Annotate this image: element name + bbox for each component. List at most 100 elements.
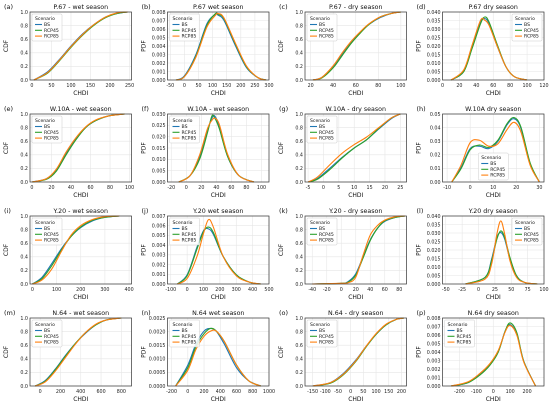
x-axis-label: CHDI bbox=[486, 192, 501, 199]
x-tick-label: 500 bbox=[264, 287, 273, 293]
legend-entry-bs: BS bbox=[182, 124, 188, 130]
y-tick-label: 0.0 bbox=[20, 282, 28, 288]
x-tick-label: -40 bbox=[308, 287, 316, 293]
subplot-g: 0.0 0.2 0.4 0.6 0.8 1.0 -5 0 5 10 15 20 25 CHDI CDF (g)… bbox=[278, 105, 407, 199]
y-tick-label: 0.007 bbox=[427, 324, 441, 330]
y-tick-label: 0.2 bbox=[20, 268, 28, 274]
x-tick-label: -20 bbox=[167, 185, 175, 191]
y-tick-label: 0.8 bbox=[20, 227, 28, 233]
legend-entry-bs: BS bbox=[524, 226, 530, 232]
legend-entry-bs: BS bbox=[44, 328, 50, 334]
y-tick-label: 0.040 bbox=[427, 214, 441, 220]
panel-label: (i) bbox=[4, 207, 11, 215]
x-tick-label: 200 bbox=[105, 83, 114, 89]
y-tick-label: 0.0 bbox=[295, 384, 303, 390]
legend-title: Scenario bbox=[173, 118, 193, 124]
y-tick-label: 0.4 bbox=[295, 153, 303, 159]
subplot-title: Y.20 wet season bbox=[192, 208, 243, 215]
y-tick-label: 0.0020 bbox=[149, 329, 166, 335]
y-tick-label: 0.4 bbox=[295, 51, 303, 57]
y-tick-label: 0.015 bbox=[427, 256, 441, 262]
y-tick-label: 1.0 bbox=[295, 112, 303, 118]
legend-entry-bs: BS bbox=[182, 328, 188, 334]
subplot-k: 0.0 0.2 0.4 0.6 0.8 1.0 -40 -20 0 20 40 60 80 CHDI CDF… bbox=[278, 207, 407, 301]
y-tick-label: 0.0 bbox=[295, 282, 303, 288]
legend-entry-rcp45: RCP45 bbox=[44, 130, 59, 136]
legend-entry-rcp85: RCP85 bbox=[182, 238, 197, 244]
y-tick-label: 0.2 bbox=[295, 166, 303, 172]
y-tick-label: 1.0 bbox=[20, 10, 28, 16]
x-axis-label: CHDI bbox=[211, 396, 226, 403]
y-tick-label: 0.6 bbox=[295, 241, 303, 247]
x-tick-label: -50 bbox=[166, 83, 174, 89]
legend-box bbox=[169, 319, 200, 348]
subplot-m: 0.0 0.2 0.4 0.6 0.8 1.0 0 200 400 600 800 CHDI CDF (m… bbox=[3, 309, 132, 403]
y-tick-label: 0.2 bbox=[295, 268, 303, 274]
y-tick-label: 0.0 bbox=[20, 78, 28, 84]
series-line-rcp85 bbox=[312, 215, 406, 285]
y-tick-label: 0.0 bbox=[295, 180, 303, 186]
subplot-title: N.64 dry season bbox=[468, 310, 519, 317]
y-tick-label: 0.001 bbox=[152, 272, 166, 278]
y-tick-label: 0.006 bbox=[427, 333, 441, 339]
y-tick-label: 0.005 bbox=[427, 341, 441, 347]
y-tick-label: 0.003 bbox=[152, 253, 166, 259]
y-tick-label: 0.030 bbox=[427, 231, 441, 237]
panel-label: (m) bbox=[4, 309, 15, 317]
legend-box bbox=[169, 217, 200, 246]
panel-label: (a) bbox=[4, 3, 13, 11]
y-tick-label: 0.000 bbox=[152, 282, 166, 288]
y-tick-label: 0.035 bbox=[427, 222, 441, 228]
x-tick-label: 80 bbox=[107, 185, 113, 191]
series-line-rcp45 bbox=[451, 116, 540, 183]
panel-label: (g) bbox=[279, 105, 288, 113]
x-tick-label: 5 bbox=[337, 185, 340, 191]
y-axis-label: PDF bbox=[141, 40, 148, 52]
x-tick-label: 50 bbox=[360, 389, 366, 395]
legend-box bbox=[511, 217, 543, 246]
x-tick-label: 20 bbox=[382, 185, 388, 191]
y-tick-label: 0.6 bbox=[295, 343, 303, 349]
legend-entry-rcp45: RCP45 bbox=[182, 232, 197, 238]
y-tick-label: 0.010 bbox=[427, 265, 441, 271]
y-tick-label: 0.004 bbox=[152, 243, 166, 249]
x-tick-label: 250 bbox=[125, 83, 134, 89]
legend-box bbox=[306, 319, 338, 348]
y-tick-label: 0.001 bbox=[427, 375, 441, 381]
y-tick-label: 0.035 bbox=[427, 18, 441, 24]
legend-title: Scenario bbox=[310, 220, 330, 226]
x-tick-label: 600 bbox=[96, 389, 105, 395]
y-tick-label: 0.2 bbox=[20, 64, 28, 70]
y-tick-label: 0.0 bbox=[295, 78, 303, 84]
series-line-rcp85 bbox=[307, 113, 401, 183]
series-line-rcp85 bbox=[32, 215, 120, 285]
legend-box bbox=[306, 13, 338, 42]
legend-entry-bs: BS bbox=[457, 328, 463, 334]
panel-label: (n) bbox=[142, 309, 151, 317]
y-tick-label: 0.000 bbox=[427, 282, 441, 288]
y-tick-label: 0.6 bbox=[295, 37, 303, 43]
y-tick-label: 0.6 bbox=[20, 37, 28, 43]
legend-title: Scenario bbox=[515, 16, 535, 22]
legend-entry-bs: BS bbox=[44, 22, 50, 28]
subplot-e: 0.0 0.2 0.4 0.6 0.8 1.0 0 20 40 60 80 100 CHDI CDF (e)… bbox=[3, 105, 134, 199]
legend-entry-rcp45: RCP45 bbox=[44, 334, 59, 340]
y-axis-label: PDF bbox=[416, 346, 423, 358]
y-tick-label: 0.008 bbox=[427, 316, 441, 322]
panel-label: (k) bbox=[279, 207, 288, 215]
y-tick-label: 0.0015 bbox=[149, 343, 166, 349]
subplot-f: 0.000 0.005 0.010 0.015 0.020 0.025 0.030 -20 0 2… bbox=[141, 105, 270, 199]
panel-label: (h) bbox=[417, 105, 426, 113]
x-tick-label: -10 bbox=[443, 185, 451, 191]
x-tick-label: 600 bbox=[232, 389, 241, 395]
x-tick-label: 400 bbox=[76, 389, 85, 395]
legend-entry-rcp85: RCP85 bbox=[44, 340, 59, 346]
x-tick-label: 200 bbox=[76, 287, 85, 293]
y-tick-label: 0.2 bbox=[20, 370, 28, 376]
